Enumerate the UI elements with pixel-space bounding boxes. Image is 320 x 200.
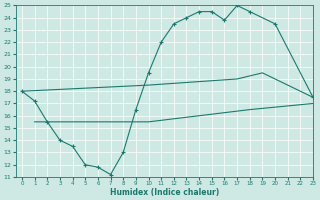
X-axis label: Humidex (Indice chaleur): Humidex (Indice chaleur)	[110, 188, 219, 197]
